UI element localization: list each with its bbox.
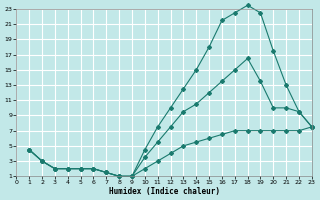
- X-axis label: Humidex (Indice chaleur): Humidex (Indice chaleur): [108, 187, 220, 196]
